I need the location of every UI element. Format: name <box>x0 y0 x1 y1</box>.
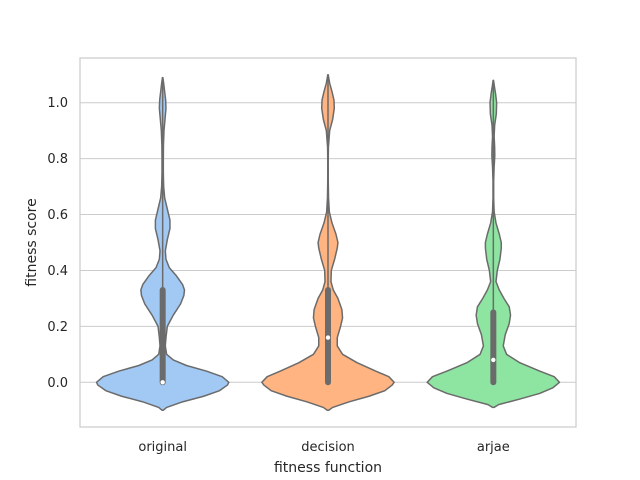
y-tick-label: 0.0 <box>47 376 68 391</box>
y-tick-label: 0.2 <box>47 320 68 335</box>
median-arjae <box>491 357 496 363</box>
x-tick-label: original <box>138 440 187 455</box>
y-tick-labels: 0.0 0.2 0.4 0.6 0.8 1.0 <box>47 96 68 391</box>
x-tick-labels: original decision arjae <box>138 440 509 455</box>
y-tick-label: 0.4 <box>47 264 68 279</box>
x-tick-label: decision <box>301 440 355 455</box>
y-tick-label: 0.8 <box>47 152 68 167</box>
x-tick-label: arjae <box>477 440 510 455</box>
plot-frame <box>79 57 577 428</box>
x-axis-label: fitness function <box>274 460 382 476</box>
y-tick-label: 1.0 <box>47 96 68 111</box>
y-axis-label: fitness score <box>24 198 40 286</box>
violins <box>95 74 561 411</box>
y-tick-label: 0.6 <box>47 208 68 223</box>
median-original <box>160 380 165 385</box>
median-decision <box>325 335 331 340</box>
